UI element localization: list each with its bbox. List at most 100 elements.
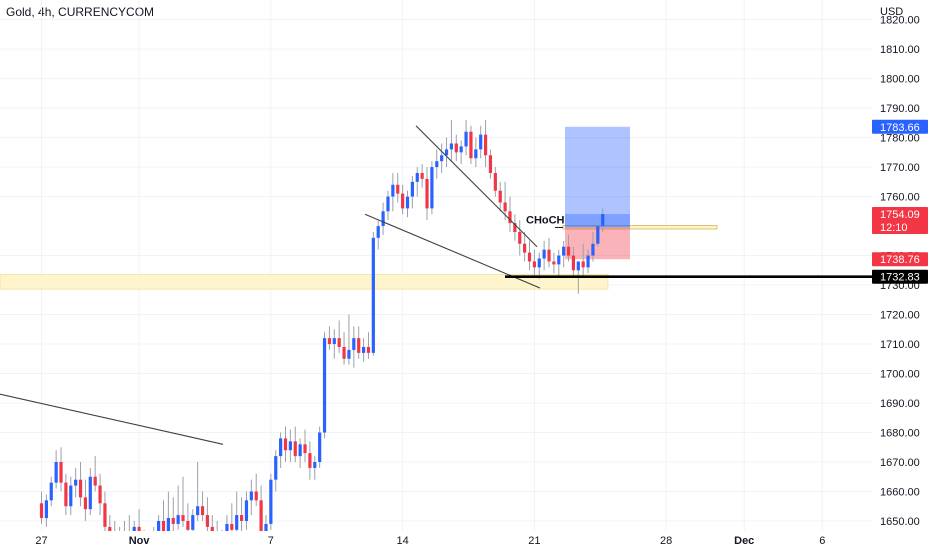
candle-up bbox=[586, 255, 590, 268]
candle-down bbox=[186, 520, 190, 530]
candle-up bbox=[449, 143, 454, 150]
candle-down bbox=[396, 184, 400, 194]
candle-up bbox=[381, 211, 385, 227]
candles bbox=[39, 119, 605, 550]
candle-up bbox=[361, 346, 366, 353]
candle-up bbox=[601, 214, 605, 227]
price-tick-label: 1720.00 bbox=[880, 310, 920, 322]
candle-down bbox=[98, 485, 102, 504]
candle-down bbox=[523, 243, 527, 253]
price-tick-label: 1700.00 bbox=[880, 369, 920, 381]
price-label-target-text: 1783.66 bbox=[880, 122, 920, 134]
candle-up bbox=[459, 146, 463, 153]
candle-down bbox=[200, 506, 205, 516]
candle-down bbox=[357, 338, 361, 353]
drawings[interactable]: CHoCH bbox=[0, 125, 872, 445]
candle-up bbox=[479, 134, 483, 150]
time-tick-label: Dec bbox=[734, 535, 754, 547]
candle-down bbox=[254, 491, 258, 501]
price-label-last bbox=[872, 207, 928, 235]
candle-up bbox=[415, 172, 419, 182]
candle-up bbox=[430, 167, 434, 209]
price-axis[interactable]: USD 1650.00 1660.00 1670.00 1680.00 1690.00 17… bbox=[872, 0, 932, 550]
candle-up bbox=[74, 479, 78, 486]
candle-down bbox=[337, 338, 341, 347]
candle-up bbox=[591, 243, 595, 256]
candle-up bbox=[269, 479, 273, 524]
candle-down bbox=[239, 515, 244, 521]
time-tick-label: 7 bbox=[268, 535, 274, 547]
candle-up bbox=[313, 461, 317, 468]
price-label-stop-text: 1738.76 bbox=[880, 254, 920, 266]
candle-up bbox=[562, 246, 566, 256]
candle-down bbox=[181, 515, 185, 521]
candle-down bbox=[59, 461, 63, 483]
candle-up bbox=[332, 338, 336, 345]
candle-up bbox=[444, 149, 449, 156]
time-axis[interactable]: 27 Nov 7 14 21 28 Dec 6 bbox=[0, 531, 872, 550]
candle-down bbox=[39, 503, 44, 519]
candle-down bbox=[401, 193, 405, 209]
candle-up bbox=[557, 255, 561, 265]
candle-down bbox=[161, 520, 166, 533]
price-tick-label: 1780.00 bbox=[880, 133, 920, 145]
price-label-level-text: 1732.83 bbox=[880, 272, 920, 284]
candle-down bbox=[552, 261, 556, 265]
candle-down bbox=[581, 261, 585, 268]
candle-down bbox=[342, 346, 346, 359]
demand-zones bbox=[0, 126, 718, 290]
position-target-zone bbox=[565, 126, 630, 228]
price-label-target bbox=[872, 119, 928, 134]
candle-up bbox=[596, 226, 600, 244]
candle-down bbox=[308, 453, 312, 468]
candle-down bbox=[78, 479, 83, 498]
candle-down bbox=[547, 249, 551, 262]
candle-up bbox=[235, 515, 239, 530]
candle-down bbox=[93, 476, 97, 486]
candle-up bbox=[386, 196, 390, 212]
time-tick-label: 28 bbox=[660, 535, 672, 547]
wedge-upper-line bbox=[415, 125, 538, 248]
price-tick-label: 1680.00 bbox=[880, 428, 920, 440]
candle-up bbox=[225, 523, 229, 536]
candle-down bbox=[566, 246, 571, 256]
candle-up bbox=[576, 261, 580, 271]
candle-up bbox=[318, 432, 322, 462]
candle-down bbox=[303, 444, 307, 454]
candle-up bbox=[405, 196, 410, 209]
candle-up bbox=[176, 515, 180, 524]
candle-down bbox=[493, 172, 497, 191]
price-label-stop bbox=[872, 252, 928, 267]
candle-up bbox=[196, 506, 200, 516]
candle-up bbox=[279, 438, 283, 457]
candle-down bbox=[283, 438, 288, 451]
candle-down bbox=[327, 338, 332, 345]
candle-down bbox=[532, 261, 536, 268]
demand-zone-rect bbox=[0, 274, 609, 290]
candle-up bbox=[249, 491, 253, 501]
candle-up bbox=[435, 161, 439, 168]
trendline-long bbox=[0, 393, 224, 445]
price-tick-label: 1770.00 bbox=[880, 162, 920, 174]
candle-down bbox=[454, 143, 458, 153]
price-label-last-text: 1754.09 bbox=[880, 209, 920, 221]
candle-down bbox=[513, 223, 517, 232]
time-tick-label: 21 bbox=[528, 535, 540, 547]
candle-up bbox=[410, 181, 414, 197]
choch-label: CHoCH bbox=[526, 215, 565, 227]
candle-up bbox=[288, 441, 292, 451]
time-tick-label: Nov bbox=[129, 535, 151, 547]
candle-up bbox=[474, 149, 478, 159]
candle-down bbox=[571, 255, 576, 271]
candle-down bbox=[488, 155, 493, 173]
price-tick-label: 1790.00 bbox=[880, 103, 920, 115]
candle-down bbox=[527, 252, 532, 262]
chart-title: Gold, 4h, CURRENCYCOM bbox=[6, 5, 155, 19]
candle-down bbox=[469, 131, 473, 159]
candle-up bbox=[464, 131, 468, 147]
candle-down bbox=[366, 346, 371, 353]
candle-up bbox=[440, 155, 444, 162]
candle-down bbox=[259, 500, 263, 533]
candle-down bbox=[205, 515, 210, 527]
